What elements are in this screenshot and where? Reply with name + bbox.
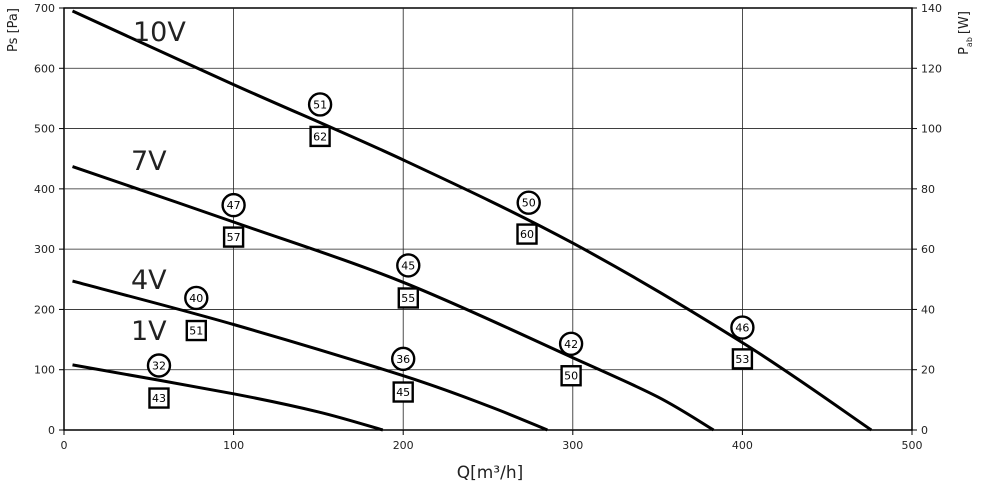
- circle-marker: 32: [146, 353, 172, 378]
- square-marker: 51: [185, 319, 207, 342]
- x-tick-label: 200: [393, 439, 414, 452]
- y2-tick-label: 0: [921, 424, 928, 437]
- circle-marker-label: 36: [396, 353, 410, 366]
- y-tick-label: 600: [34, 62, 55, 75]
- y2-tick-label: 100: [921, 123, 942, 136]
- curve-label-4v: 4V: [131, 265, 167, 296]
- y2-axis-title-sub: ab: [965, 37, 974, 47]
- square-marker-shape: [392, 381, 414, 403]
- square-marker-shape: [148, 387, 170, 409]
- x-tick-label: 0: [61, 439, 68, 452]
- y2-tick-label: 120: [921, 62, 942, 75]
- circle-marker-shape: [146, 353, 172, 378]
- circle-marker-label: 45: [401, 259, 415, 272]
- series-line-1v: [72, 363, 384, 432]
- square-marker-label: 50: [564, 370, 578, 383]
- x-tick-label: 100: [223, 439, 244, 452]
- square-marker-label: 62: [313, 130, 327, 143]
- square-marker-shape: [222, 226, 245, 248]
- tick-layer: 0100200300400500600700020406080100120140…: [34, 2, 942, 452]
- circle-marker-label: 42: [564, 338, 578, 351]
- circle-marker-shape: [558, 331, 584, 356]
- circle-marker-shape: [307, 92, 333, 117]
- y2-tick-label: 80: [921, 183, 935, 196]
- square-marker: 50: [560, 365, 582, 387]
- y2-tick-label: 60: [921, 243, 935, 256]
- svg-text:Pab[W]: Pab [W]: [957, 11, 974, 55]
- square-marker-label: 60: [520, 228, 534, 241]
- y-tick-label: 300: [34, 243, 55, 256]
- grid-layer: [63, 7, 913, 431]
- y-tick-label: 500: [34, 123, 55, 136]
- y-tick-label: 0: [48, 424, 55, 437]
- circle-marker: 40: [184, 285, 209, 311]
- square-marker-label: 45: [396, 386, 410, 399]
- x-tick-label: 400: [732, 439, 753, 452]
- y-tick-label: 400: [34, 183, 55, 196]
- circle-marker: 51: [307, 92, 333, 117]
- y2-axis-title: Pab [W]: [957, 11, 974, 55]
- y2-axis-title-main: P: [957, 47, 972, 55]
- circle-marker-label: 50: [522, 197, 536, 210]
- square-marker: 45: [392, 381, 414, 403]
- y2-axis-title-unit: [W]: [957, 11, 972, 34]
- circle-marker: 45: [396, 253, 421, 278]
- x-tick-label: 500: [902, 439, 923, 452]
- x-tick-label: 300: [562, 439, 583, 452]
- curve-layer: [71, 9, 873, 432]
- series-line-10v: [71, 9, 873, 432]
- y-axis-title: Ps [Pa]: [6, 8, 21, 52]
- square-marker-label: 43: [152, 392, 166, 405]
- curve-label-1v: 1V: [131, 316, 167, 347]
- square-marker-shape: [731, 348, 754, 370]
- plot-frame: [63, 7, 913, 431]
- y-tick-label: 200: [34, 303, 55, 316]
- curve-label-10v: 10V: [133, 17, 186, 48]
- marker-layer: 51 50 46 47 45 42 40 36 32 62 60 53 57 55 50 51 45 43: [146, 92, 755, 409]
- circle-marker-label: 46: [735, 322, 749, 335]
- circle-marker-label: 32: [152, 359, 166, 372]
- circle-marker-shape: [730, 315, 755, 340]
- square-marker-label: 57: [227, 231, 241, 244]
- circle-marker-label: 40: [189, 292, 203, 305]
- circle-marker: 47: [221, 192, 246, 218]
- x-axis-title: Q[m³/h]: [457, 463, 524, 483]
- square-marker: 55: [397, 287, 419, 309]
- circle-marker: 50: [516, 190, 541, 215]
- y2-tick-label: 20: [921, 364, 935, 377]
- circle-marker-shape: [184, 285, 209, 311]
- square-marker: 57: [222, 226, 245, 248]
- y-tick-label: 700: [34, 2, 55, 15]
- square-marker: 43: [148, 387, 170, 409]
- circle-marker-label: 47: [227, 199, 241, 212]
- circle-marker: 46: [730, 315, 755, 340]
- square-marker: 62: [309, 125, 331, 148]
- square-marker-label: 53: [735, 353, 749, 366]
- square-marker-shape: [309, 125, 331, 148]
- circle-marker-shape: [516, 190, 541, 215]
- square-marker: 53: [731, 348, 754, 370]
- square-marker-shape: [397, 287, 419, 309]
- square-marker-shape: [516, 223, 538, 245]
- series-line-4v: [72, 279, 548, 432]
- circle-marker-shape: [391, 346, 416, 372]
- y2-tick-label: 140: [921, 2, 942, 15]
- y-tick-label: 100: [34, 364, 55, 377]
- series-line-7v: [72, 165, 715, 432]
- square-marker-shape: [185, 319, 207, 342]
- circle-marker: 42: [558, 331, 584, 356]
- y2-tick-label: 40: [921, 303, 935, 316]
- square-marker: 60: [516, 223, 538, 245]
- circle-marker-label: 51: [313, 98, 327, 111]
- square-marker-label: 51: [189, 325, 203, 338]
- circle-marker: 36: [391, 346, 416, 372]
- square-marker-shape: [560, 365, 582, 387]
- circle-marker-shape: [221, 192, 246, 218]
- circle-marker-shape: [396, 253, 421, 278]
- curve-label-7v: 7V: [131, 146, 167, 177]
- square-marker-label: 55: [401, 292, 415, 305]
